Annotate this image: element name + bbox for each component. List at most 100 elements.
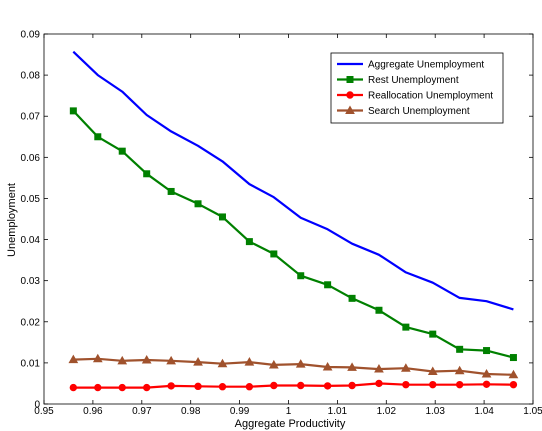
data-point-search-unemployment [347, 362, 357, 371]
data-point-search-unemployment [481, 368, 492, 378]
data-point-rest-unemployment [348, 294, 356, 302]
x-tick-label: 1.02 [377, 406, 397, 417]
x-axis-label: Aggregate Productivity [235, 418, 346, 430]
y-tick-label: 0.03 [21, 276, 41, 287]
legend-item-aggregate-unemployment: Aggregate Unemployment [337, 60, 484, 71]
data-point-reallocation-unemployment [270, 381, 278, 390]
legend-marker [346, 76, 354, 83]
series-line-reallocation-unemployment [73, 382, 514, 389]
data-point-reallocation-unemployment [142, 383, 151, 392]
data-point-reallocation-unemployment [167, 382, 175, 390]
legend-item-rest-unemployment: Rest Unemployment [337, 75, 459, 86]
legend-label: Search Unemployment [368, 106, 470, 117]
legend-label: Rest Unemployment [368, 75, 459, 86]
x-tick-label: 0.98 [181, 406, 201, 417]
data-point-reallocation-unemployment [218, 383, 227, 391]
data-point-search-unemployment [244, 357, 255, 366]
data-point-rest-unemployment [167, 187, 175, 195]
y-axis-label: Unemployment [6, 183, 18, 257]
series-rest-unemployment [69, 107, 517, 362]
data-point-search-unemployment [68, 354, 79, 364]
data-point-reallocation-unemployment [323, 382, 332, 390]
y-tick-label: 0.06 [21, 153, 41, 164]
x-tick-label: 0.97 [132, 406, 152, 417]
data-point-search-unemployment [217, 358, 228, 368]
data-point-reallocation-unemployment [297, 381, 305, 390]
y-tick-label: 0.04 [21, 235, 41, 246]
data-point-rest-unemployment [194, 200, 202, 208]
y-tick-label: 0.02 [21, 317, 41, 328]
series-line-search-unemployment [73, 357, 514, 376]
series-line-rest-unemployment [72, 110, 514, 359]
data-point-rest-unemployment [118, 147, 126, 155]
legend-item-reallocation-unemployment: Reallocation Unemployment [337, 91, 493, 102]
series-reallocation-unemployment [69, 379, 518, 392]
data-point-rest-unemployment [245, 238, 253, 246]
data-point-reallocation-unemployment [118, 383, 126, 392]
x-tick-label: 0.95 [34, 406, 54, 417]
data-point-rest-unemployment [297, 272, 305, 280]
data-point-reallocation-unemployment [94, 383, 102, 392]
legend-marker [346, 91, 354, 99]
data-point-reallocation-unemployment [402, 380, 410, 389]
legend-marker [345, 105, 355, 114]
y-tick-label: 0.05 [21, 194, 41, 205]
data-point-search-unemployment [454, 365, 465, 375]
data-point-reallocation-unemployment [509, 380, 518, 389]
data-point-search-unemployment [92, 353, 103, 363]
data-point-rest-unemployment [270, 250, 278, 258]
x-tick-label: 0.96 [83, 406, 103, 417]
data-point-reallocation-unemployment [245, 383, 254, 391]
legend-label: Aggregate Unemployment [368, 60, 484, 71]
data-point-reallocation-unemployment [69, 383, 78, 392]
data-point-search-unemployment [374, 364, 384, 373]
y-tick-label: 0.09 [21, 30, 41, 41]
series-line-aggregate-unemployment [72, 50, 514, 311]
x-tick-label: 1.04 [474, 406, 494, 417]
data-point-search-unemployment [268, 359, 279, 369]
y-tick-label: 0 [34, 400, 40, 411]
series-aggregate-unemployment [72, 50, 514, 311]
data-point-rest-unemployment [218, 213, 226, 221]
data-point-search-unemployment [322, 361, 333, 371]
data-point-search-unemployment [400, 363, 411, 372]
data-point-search-unemployment [166, 355, 177, 365]
data-point-search-unemployment [508, 369, 519, 379]
data-point-search-unemployment [141, 355, 152, 364]
y-axis: 0 0.01 0.02 0.03 0.04 0.05 0.06 0.07 0.08 0.09 [21, 30, 533, 411]
data-point-rest-unemployment [402, 323, 410, 331]
data-point-rest-unemployment [69, 107, 77, 115]
data-point-rest-unemployment [324, 281, 332, 289]
data-point-reallocation-unemployment [348, 381, 356, 390]
x-tick-label: 1.05 [523, 406, 542, 417]
x-tick-label: 0.99 [230, 406, 250, 417]
data-point-search-unemployment [117, 355, 128, 365]
x-tick-label: 1 [286, 406, 292, 417]
data-point-search-unemployment [193, 357, 203, 366]
data-point-reallocation-unemployment [375, 379, 383, 388]
data-point-rest-unemployment [509, 354, 517, 362]
y-tick-label: 0.08 [21, 71, 41, 82]
y-tick-label: 0.07 [21, 112, 41, 123]
x-axis: 0.95 0.96 0.97 0.98 0.99 1 1.01 1.02 1.03 1.04 1.0… [34, 34, 542, 417]
data-point-rest-unemployment [94, 133, 102, 141]
data-point-rest-unemployment [456, 345, 464, 353]
data-point-search-unemployment [427, 366, 438, 376]
y-tick-label: 0.01 [21, 358, 41, 369]
x-tick-label: 1.01 [328, 406, 348, 417]
legend: Aggregate Unemployment Rest Unemployment R… [330, 52, 504, 124]
data-point-rest-unemployment [375, 306, 383, 314]
series-search-unemployment [68, 353, 519, 379]
data-point-reallocation-unemployment [455, 380, 464, 389]
data-point-rest-unemployment [429, 330, 437, 338]
x-tick-label: 1.03 [425, 406, 445, 417]
legend-label: Reallocation Unemployment [368, 91, 493, 102]
data-point-search-unemployment [295, 359, 306, 368]
data-point-rest-unemployment [143, 170, 151, 178]
legend-item-search-unemployment: Search Unemployment [337, 105, 470, 117]
data-point-rest-unemployment [483, 347, 491, 355]
data-point-reallocation-unemployment [482, 380, 491, 388]
data-point-reallocation-unemployment [429, 380, 437, 389]
data-point-reallocation-unemployment [194, 382, 202, 391]
